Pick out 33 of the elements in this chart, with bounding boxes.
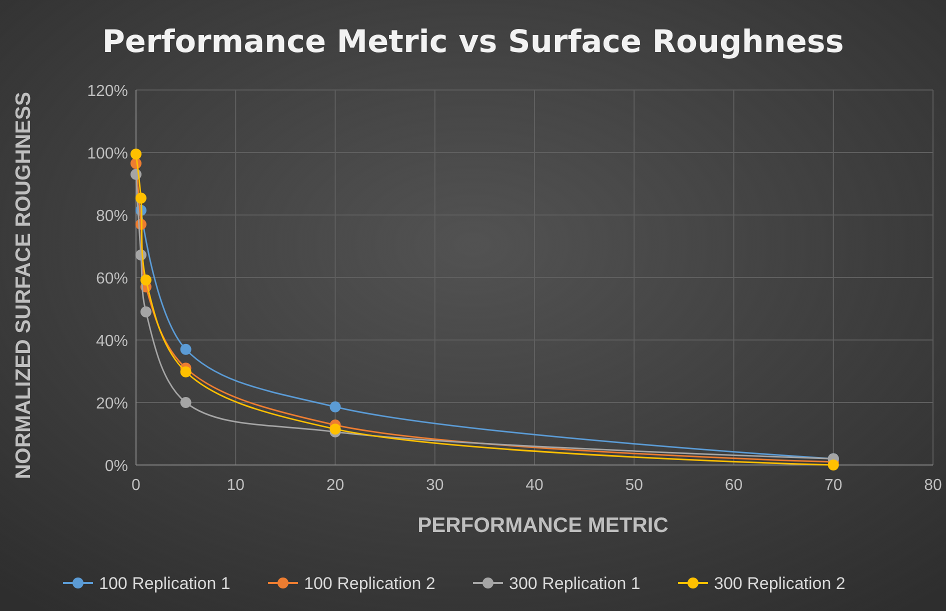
y-tick-label: 60%	[96, 270, 128, 288]
y-tick-label: 20%	[96, 396, 128, 412]
x-tick-label: 50	[625, 477, 644, 494]
x-tick-label: 70	[824, 477, 842, 494]
point	[140, 274, 152, 286]
legend-label: 300 Replication 1	[509, 574, 640, 593]
x-tick-label: 60	[724, 477, 743, 494]
x-tick-label: 20	[326, 477, 344, 494]
y-axis-title: NORMALIZED SURFACE ROUGHNESS	[12, 92, 35, 480]
x-tick-label: 80	[924, 477, 942, 494]
point	[828, 460, 839, 470]
y-tick-label: 80%	[96, 208, 128, 225]
point	[330, 424, 341, 435]
point	[330, 401, 341, 412]
x-axis-title: PERFORMANCE METRIC	[418, 514, 668, 537]
x-tick-label: 0	[132, 477, 141, 494]
point	[130, 148, 142, 160]
y-tick-label: 40%	[96, 333, 128, 350]
legend-label: 300 Replication 2	[714, 574, 846, 593]
y-tick-label: 120%	[87, 83, 128, 100]
chart-title: Performance Metric vs Surface Roughness	[102, 24, 844, 60]
point	[135, 192, 146, 204]
legend-label: 100 Replication 1	[99, 574, 230, 593]
y-tick-label: 100%	[87, 146, 128, 162]
legend-label: 100 Replication 2	[304, 574, 436, 593]
point	[180, 397, 192, 408]
y-tick-label: 0%	[104, 458, 128, 475]
point	[180, 344, 192, 355]
point	[140, 306, 152, 318]
point	[180, 366, 192, 378]
x-tick-label: 40	[526, 477, 544, 494]
x-tick-label: 10	[226, 477, 245, 494]
x-tick-label: 30	[426, 477, 444, 494]
